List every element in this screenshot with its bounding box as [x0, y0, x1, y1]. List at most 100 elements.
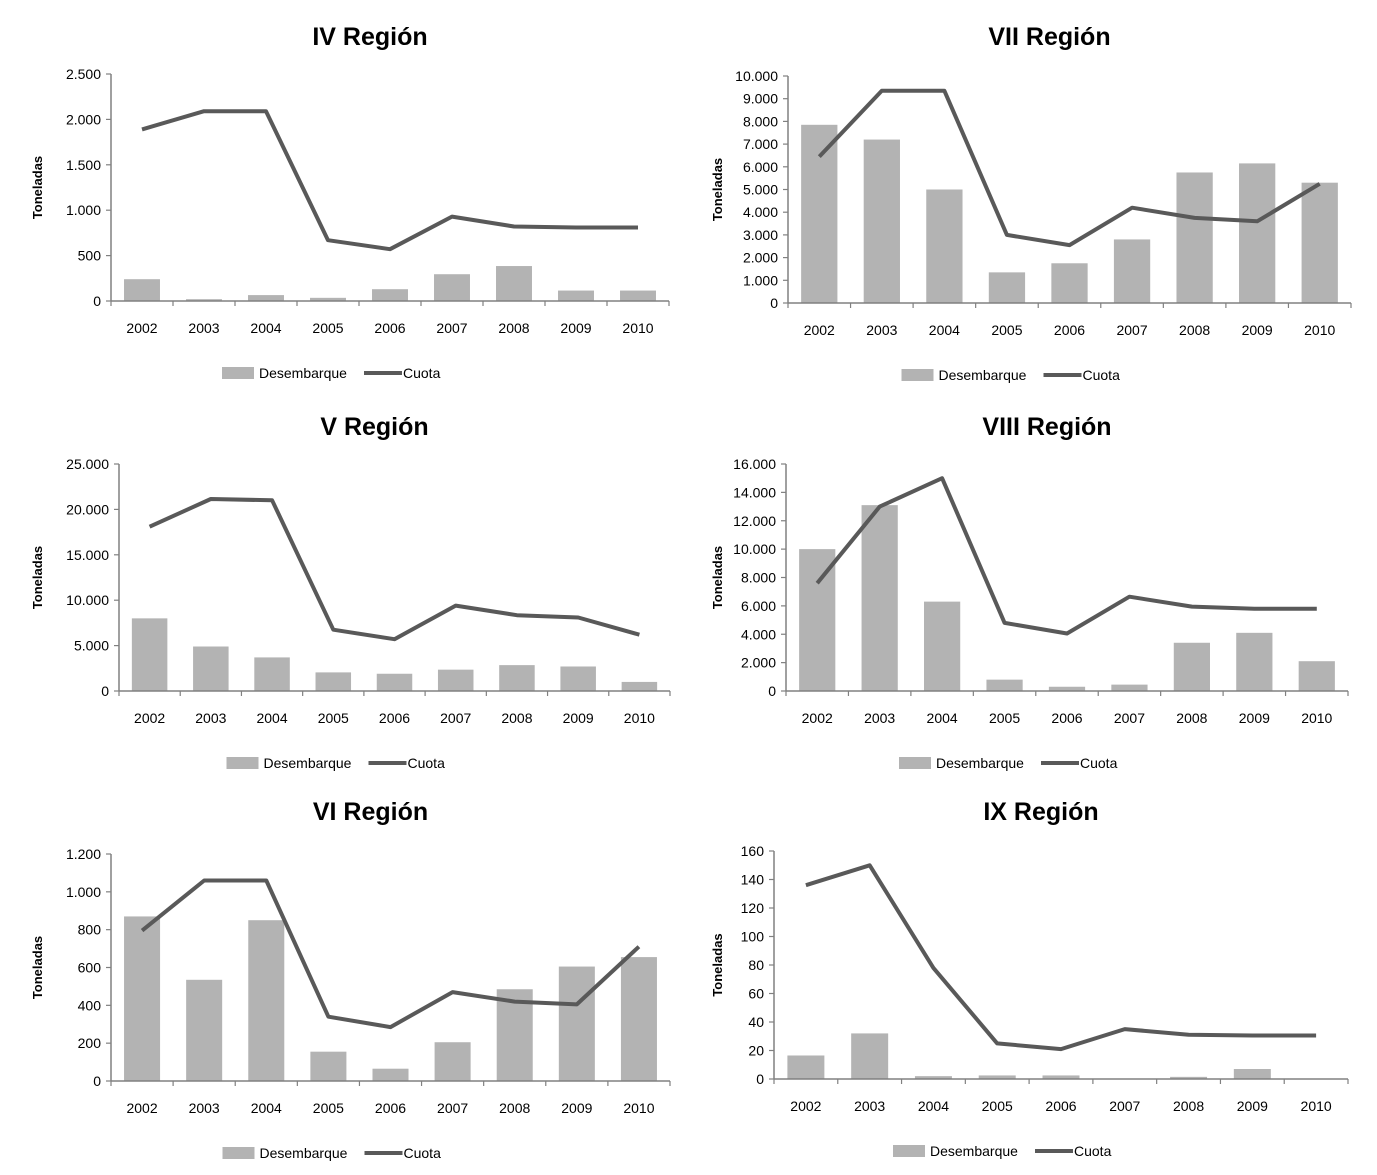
- legend-label-desembarque: Desembarque: [936, 755, 1024, 771]
- x-tick-label: 2009: [1239, 710, 1270, 726]
- bar-desembarque: [310, 1051, 347, 1081]
- x-tick-label: 2004: [250, 320, 281, 336]
- y-tick-label: 2.500: [66, 66, 101, 82]
- x-tick-label: 2006: [379, 710, 410, 726]
- bar-desembarque: [372, 1068, 409, 1081]
- bar-desembarque: [1170, 1076, 1208, 1079]
- bar-desembarque: [499, 665, 535, 691]
- legend-label-cuota: Cuota: [1083, 367, 1121, 383]
- chart-ix-region: IX Región Toneladas 0 20 40 60 80 100 120 140 160 2…: [710, 798, 1349, 1159]
- x-tick-label: 2009: [560, 320, 591, 336]
- y-tick-label: 0: [93, 293, 101, 309]
- y-tick-label: 2.000: [743, 250, 778, 266]
- bar-desembarque: [924, 601, 961, 691]
- y-tick-label: 12.000: [733, 513, 776, 529]
- x-tick-label: 2007: [436, 320, 467, 336]
- y-tick-label: 1.500: [66, 157, 101, 173]
- chart-title: VIII Región: [982, 413, 1111, 441]
- y-axis-label: Toneladas: [30, 156, 45, 219]
- bar-desembarque: [186, 979, 223, 1081]
- chart-vii-region: VII Región Toneladas 0 1.000 2.000 3.000 4.000…: [710, 23, 1352, 383]
- bar-desembarque: [248, 295, 284, 301]
- x-tick-label: 2004: [251, 1100, 282, 1116]
- bar-desembarque: [310, 297, 346, 301]
- legend-swatch-desembarque: [226, 757, 259, 769]
- bar-desembarque: [861, 505, 898, 691]
- legend-label-desembarque: Desembarque: [259, 365, 347, 381]
- y-tick-label: 6.000: [741, 598, 776, 614]
- x-tick-label: 2009: [1242, 322, 1273, 338]
- x-tick-label: 2008: [1176, 710, 1207, 726]
- y-axis-label: Toneladas: [710, 158, 725, 221]
- line-cuota: [141, 109, 638, 252]
- x-tick-label: 2004: [918, 1098, 949, 1114]
- x-tick-label: 2006: [375, 1100, 406, 1116]
- x-tick-label: 2007: [1114, 710, 1145, 726]
- y-tick-label: 100: [741, 929, 765, 945]
- chart-iv-region: IV Región Toneladas 0 500 1.000 1.500 2.000 2.5…: [30, 23, 670, 381]
- x-tick-label: 2007: [437, 1100, 468, 1116]
- x-tick-label: 2005: [312, 320, 343, 336]
- y-tick-label: 4.000: [743, 204, 778, 220]
- x-tick-label: 2004: [927, 710, 958, 726]
- y-tick-label: 4.000: [741, 626, 776, 642]
- bar-desembarque: [372, 289, 408, 301]
- bar-desembarque: [914, 1076, 952, 1079]
- chart-title: IX Región: [983, 798, 1098, 826]
- y-tick-label: 20.000: [66, 501, 109, 517]
- bar-desembarque: [131, 618, 168, 691]
- y-tick-label: 80: [748, 957, 764, 973]
- x-tick-label: 2007: [1109, 1098, 1140, 1114]
- bar-desembarque: [254, 657, 290, 691]
- legend-label-cuota: Cuota: [403, 365, 441, 381]
- bar-desembarque: [1233, 1069, 1271, 1079]
- y-tick-label: 8.000: [741, 570, 776, 586]
- chart-panel-v-region: V Región Toneladas 0 5.000 10.000 15.000 20.00…: [12, 395, 692, 785]
- chart-title: VII Región: [988, 23, 1110, 51]
- bar-desembarque: [496, 989, 533, 1081]
- y-tick-label: 1.000: [66, 884, 101, 900]
- y-tick-label: 160: [741, 843, 765, 859]
- bar-desembarque: [621, 681, 658, 691]
- x-tick-label: 2002: [126, 1100, 157, 1116]
- x-tick-label: 2009: [561, 1100, 592, 1116]
- x-tick-label: 2004: [929, 322, 960, 338]
- y-tick-label: 40: [748, 1014, 764, 1030]
- bar-desembarque: [787, 1055, 825, 1079]
- bar-desembarque: [124, 916, 161, 1081]
- chart-panel-ix-region: IX Región Toneladas 0 20 40 60 80 100 120 140 160 2…: [692, 780, 1372, 1170]
- y-tick-label: 400: [78, 997, 102, 1013]
- y-axis-label: Toneladas: [710, 933, 725, 996]
- x-tick-label: 2007: [440, 710, 471, 726]
- bar-desembarque: [986, 679, 1023, 691]
- legend-swatch-desembarque: [893, 1145, 925, 1157]
- legend-label-desembarque: Desembarque: [939, 367, 1027, 383]
- x-tick-label: 2010: [1301, 710, 1332, 726]
- x-tick-label: 2010: [1301, 1098, 1332, 1114]
- bar-desembarque: [558, 966, 595, 1081]
- bar-desembarque: [620, 290, 656, 301]
- x-tick-label: 2008: [499, 1100, 530, 1116]
- x-tick-label: 2010: [624, 710, 655, 726]
- x-tick-label: 2009: [563, 710, 594, 726]
- chart-vi-region: VI Región Toneladas 0 200 400 600 800 1.000 1.20…: [30, 798, 671, 1161]
- bar-desembarque: [496, 266, 532, 301]
- bar-desembarque: [863, 139, 900, 303]
- legend-swatch-desembarque: [222, 367, 254, 379]
- bar-desembarque: [1111, 684, 1148, 691]
- bar-desembarque: [1298, 661, 1335, 691]
- x-tick-label: 2005: [313, 1100, 344, 1116]
- chart-panel-vi-region: VI Región Toneladas 0 200 400 600 800 1.000 1.20…: [12, 780, 692, 1170]
- x-tick-label: 2008: [501, 710, 532, 726]
- bar-desembarque: [1176, 172, 1213, 303]
- bar-desembarque: [1301, 182, 1338, 303]
- bar-desembarque: [620, 957, 657, 1081]
- bar-desembarque: [988, 272, 1026, 303]
- x-tick-label: 2009: [1237, 1098, 1268, 1114]
- bar-desembarque: [376, 673, 413, 691]
- x-tick-label: 2004: [256, 710, 287, 726]
- x-tick-label: 2006: [1051, 710, 1082, 726]
- x-tick-label: 2002: [804, 322, 835, 338]
- legend-label-desembarque: Desembarque: [930, 1143, 1018, 1159]
